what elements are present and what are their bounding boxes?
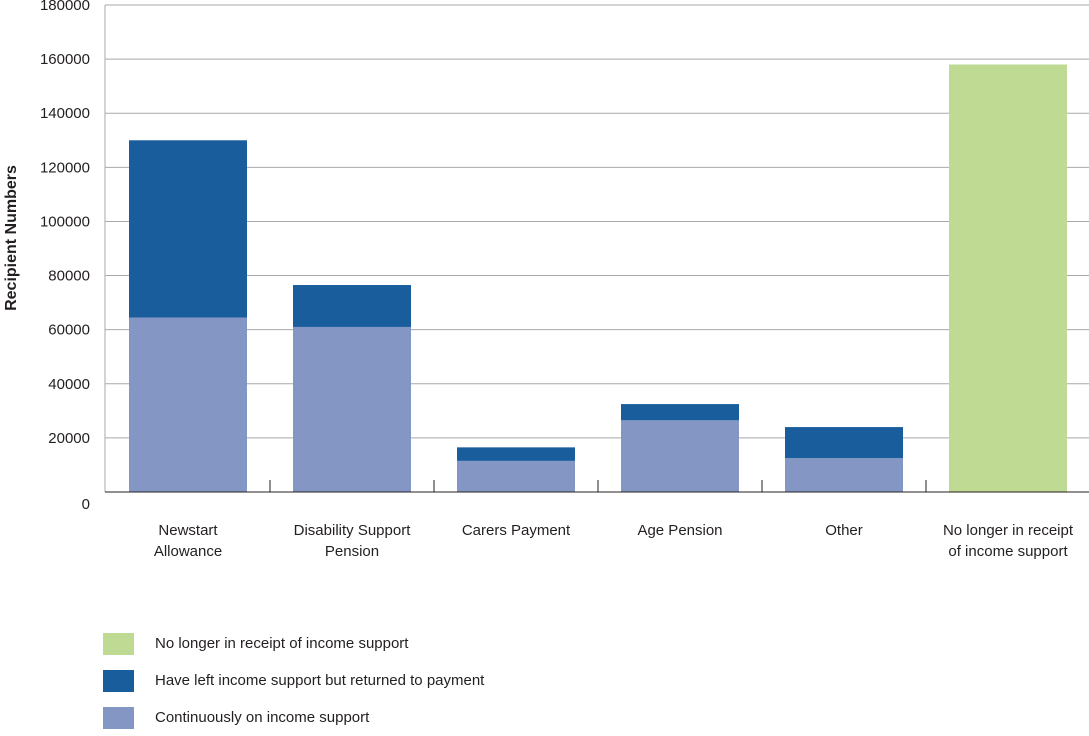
legend-swatch bbox=[103, 706, 134, 729]
bar-chart: 0 20000 40000 60000 80000 100000 120000 140000 1… bbox=[3, 0, 1089, 560]
y-tick-label: 20000 bbox=[48, 430, 90, 447]
bar-segment bbox=[129, 317, 247, 492]
grid-lines bbox=[105, 4, 1089, 439]
y-tick-label: 80000 bbox=[48, 268, 90, 285]
x-category-label: Carers Payment bbox=[462, 522, 571, 539]
bar-segment bbox=[949, 64, 1067, 493]
x-category-label: Newstart Allowance bbox=[154, 522, 222, 560]
y-tick-label: 180000 bbox=[40, 0, 90, 14]
y-axis-label: Recipient Numbers bbox=[3, 165, 20, 311]
legend-swatch bbox=[103, 632, 134, 655]
y-tick-label: 100000 bbox=[40, 213, 90, 230]
y-tick-labels: 0 20000 40000 60000 80000 100000 120000 140000 1… bbox=[40, 0, 90, 513]
bar-segment bbox=[293, 326, 411, 492]
bars bbox=[129, 64, 1067, 493]
y-tick-label: 0 bbox=[82, 496, 90, 513]
x-category-label: Disability Support Pension bbox=[294, 522, 412, 560]
legend: No longer in receipt of income support Ha… bbox=[103, 625, 484, 736]
bar-segment bbox=[621, 420, 739, 492]
y-tick-label: 140000 bbox=[40, 105, 90, 122]
x-category-label: No longer in receipt of income support bbox=[943, 522, 1074, 560]
y-tick-label: 40000 bbox=[48, 376, 90, 393]
bar-segment bbox=[785, 427, 903, 459]
x-category-labels: Newstart Allowance Disability Support Pensi… bbox=[154, 522, 1074, 560]
legend-label: Continuously on income support bbox=[155, 709, 370, 726]
bar-segment bbox=[457, 447, 575, 461]
axes bbox=[104, 5, 1089, 493]
legend-item: Continuously on income support bbox=[103, 699, 484, 736]
y-tick-label: 120000 bbox=[40, 159, 90, 176]
legend-swatch bbox=[103, 669, 134, 692]
bar-segment bbox=[457, 460, 575, 492]
y-tick-label: 160000 bbox=[40, 51, 90, 68]
bar-segment bbox=[621, 404, 739, 421]
legend-label: No longer in receipt of income support bbox=[155, 635, 409, 652]
x-category-label: Other bbox=[825, 522, 863, 539]
bar-segment bbox=[293, 285, 411, 327]
bar-segment bbox=[129, 140, 247, 318]
y-tick-label: 60000 bbox=[48, 322, 90, 339]
x-category-label: Age Pension bbox=[637, 522, 722, 539]
legend-item: Have left income support but returned to… bbox=[103, 662, 484, 699]
legend-label: Have left income support but returned to… bbox=[155, 672, 485, 689]
legend-item: No longer in receipt of income support bbox=[103, 625, 484, 662]
bar-segment bbox=[785, 458, 903, 492]
